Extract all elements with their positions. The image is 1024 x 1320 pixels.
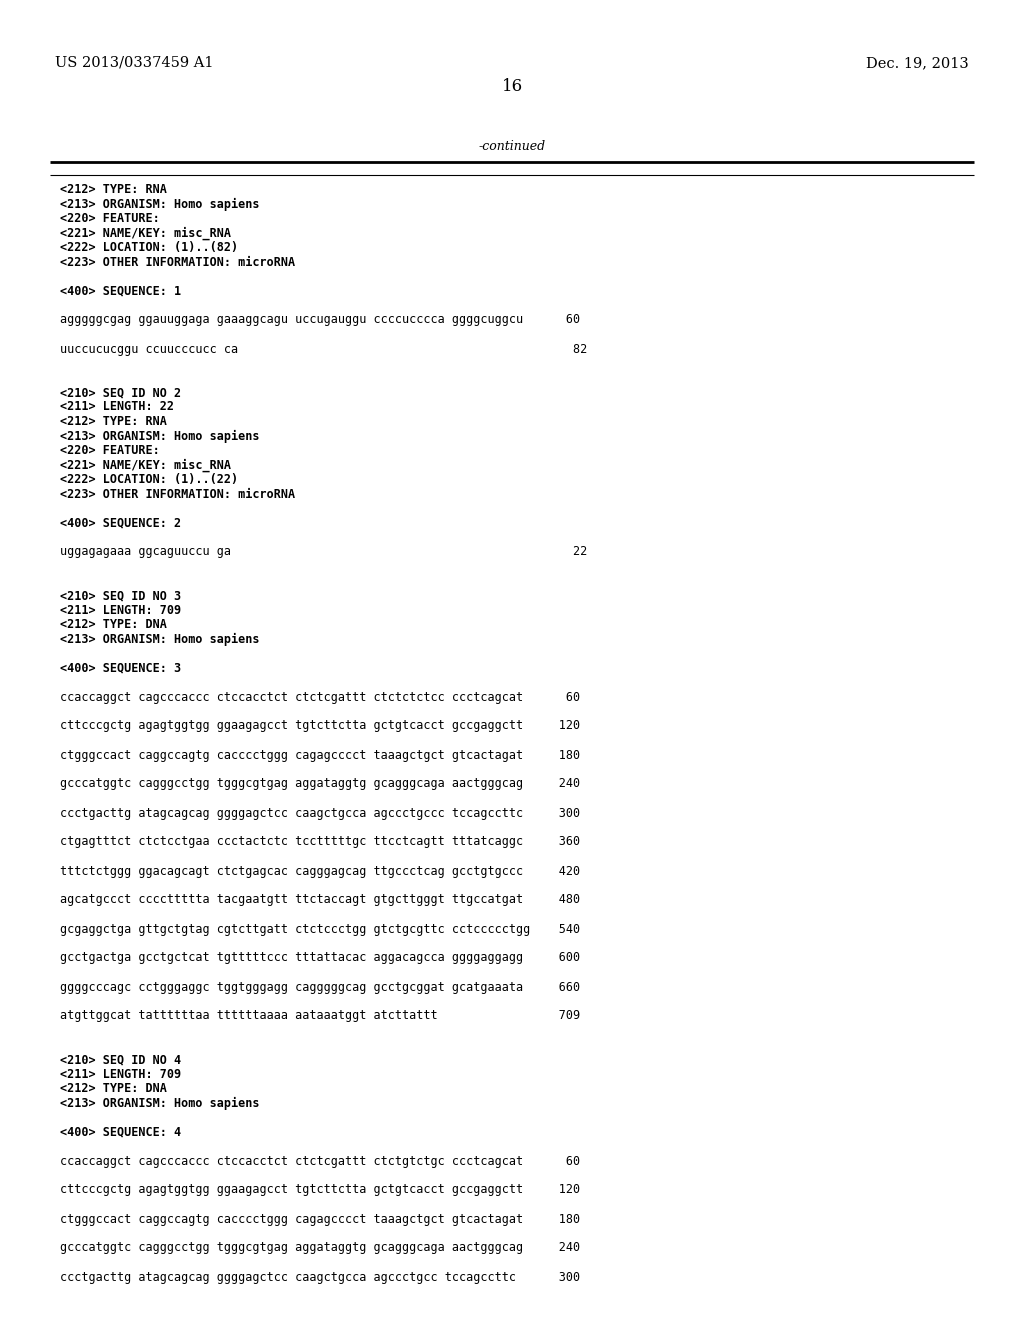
Text: atgttggcat tattttttaa ttttttaaaa aataaatggt atcttattt                 709: atgttggcat tattttttaa ttttttaaaa aataaat… xyxy=(60,1010,581,1023)
Text: ccaccaggct cagcccaccc ctccacctct ctctcgattt ctctgtctgc ccctcagcat      60: ccaccaggct cagcccaccc ctccacctct ctctcga… xyxy=(60,1155,581,1167)
Text: gcctgactga gcctgctcat tgtttttccc tttattacac aggacagcca ggggaggagg     600: gcctgactga gcctgctcat tgtttttccc tttatta… xyxy=(60,952,581,965)
Text: ctgggccact caggccagtg cacccctggg cagagcccct taaagctgct gtcactagat     180: ctgggccact caggccagtg cacccctggg cagagcc… xyxy=(60,1213,581,1225)
Text: ggggcccagc cctgggaggc tggtgggagg cagggggcag gcctgcggat gcatgaaata     660: ggggcccagc cctgggaggc tggtgggagg caggggg… xyxy=(60,981,581,994)
Text: uuccucucggu ccuucccucc ca                                               82: uuccucucggu ccuucccucc ca 82 xyxy=(60,342,587,355)
Text: <220> FEATURE:: <220> FEATURE: xyxy=(60,213,160,224)
Text: cttcccgctg agagtggtgg ggaagagcct tgtcttctta gctgtcacct gccgaggctt     120: cttcccgctg agagtggtgg ggaagagcct tgtcttc… xyxy=(60,719,581,733)
Text: ccctgacttg atagcagcag ggggagctcc caagctgcca agccctgccc tccagccttc     300: ccctgacttg atagcagcag ggggagctcc caagctg… xyxy=(60,807,581,820)
Text: uggagagaaa ggcaguuccu ga                                                22: uggagagaaa ggcaguuccu ga 22 xyxy=(60,545,587,558)
Text: -continued: -continued xyxy=(478,140,546,153)
Text: <212> TYPE: DNA: <212> TYPE: DNA xyxy=(60,1082,167,1096)
Text: <222> LOCATION: (1)..(82): <222> LOCATION: (1)..(82) xyxy=(60,242,239,253)
Text: <210> SEQ ID NO 4: <210> SEQ ID NO 4 xyxy=(60,1053,181,1067)
Text: <223> OTHER INFORMATION: microRNA: <223> OTHER INFORMATION: microRNA xyxy=(60,487,295,500)
Text: <220> FEATURE:: <220> FEATURE: xyxy=(60,444,160,457)
Text: ctgggccact caggccagtg cacccctggg cagagcccct taaagctgct gtcactagat     180: ctgggccact caggccagtg cacccctggg cagagcc… xyxy=(60,748,581,762)
Text: tttctctggg ggacagcagt ctctgagcac cagggagcag ttgccctcag gcctgtgccc     420: tttctctggg ggacagcagt ctctgagcac cagggag… xyxy=(60,865,581,878)
Text: <211> LENGTH: 22: <211> LENGTH: 22 xyxy=(60,400,174,413)
Text: US 2013/0337459 A1: US 2013/0337459 A1 xyxy=(55,55,213,70)
Text: gcgaggctga gttgctgtag cgtcttgatt ctctccctgg gtctgcgttc cctccccctgg    540: gcgaggctga gttgctgtag cgtcttgatt ctctccc… xyxy=(60,923,581,936)
Text: gcccatggtc cagggcctgg tgggcgtgag aggataggtg gcagggcaga aactgggcag     240: gcccatggtc cagggcctgg tgggcgtgag aggatag… xyxy=(60,777,581,791)
Text: <212> TYPE: DNA: <212> TYPE: DNA xyxy=(60,618,167,631)
Text: <221> NAME/KEY: misc_RNA: <221> NAME/KEY: misc_RNA xyxy=(60,458,231,473)
Text: Dec. 19, 2013: Dec. 19, 2013 xyxy=(866,55,969,70)
Text: agcatgccct ccccttttta tacgaatgtt ttctaccagt gtgcttgggt ttgccatgat     480: agcatgccct ccccttttta tacgaatgtt ttctacc… xyxy=(60,894,581,907)
Text: <400> SEQUENCE: 3: <400> SEQUENCE: 3 xyxy=(60,661,181,675)
Text: <210> SEQ ID NO 2: <210> SEQ ID NO 2 xyxy=(60,385,181,399)
Text: <211> LENGTH: 709: <211> LENGTH: 709 xyxy=(60,603,181,616)
Text: <212> TYPE: RNA: <212> TYPE: RNA xyxy=(60,183,167,195)
Text: agggggcgag ggauuggaga gaaaggcagu uccugauggu ccccucccca ggggcuggcu      60: agggggcgag ggauuggaga gaaaggcagu uccugau… xyxy=(60,314,581,326)
Text: <211> LENGTH: 709: <211> LENGTH: 709 xyxy=(60,1068,181,1081)
Text: <222> LOCATION: (1)..(22): <222> LOCATION: (1)..(22) xyxy=(60,473,239,486)
Text: gcccatggtc cagggcctgg tgggcgtgag aggataggtg gcagggcaga aactgggcag     240: gcccatggtc cagggcctgg tgggcgtgag aggatag… xyxy=(60,1242,581,1254)
Text: <223> OTHER INFORMATION: microRNA: <223> OTHER INFORMATION: microRNA xyxy=(60,256,295,268)
Text: <213> ORGANISM: Homo sapiens: <213> ORGANISM: Homo sapiens xyxy=(60,632,259,645)
Text: <400> SEQUENCE: 4: <400> SEQUENCE: 4 xyxy=(60,1126,181,1138)
Text: <212> TYPE: RNA: <212> TYPE: RNA xyxy=(60,414,167,428)
Text: ccaccaggct cagcccaccc ctccacctct ctctcgattt ctctctctcc ccctcagcat      60: ccaccaggct cagcccaccc ctccacctct ctctcga… xyxy=(60,690,581,704)
Text: ctgagtttct ctctcctgaa ccctactctc tcctttttgc ttcctcagtt tttatcaggc     360: ctgagtttct ctctcctgaa ccctactctc tcctttt… xyxy=(60,836,581,849)
Text: ccctgacttg atagcagcag ggggagctcc caagctgcca agccctgcc tccagccttc      300: ccctgacttg atagcagcag ggggagctcc caagctg… xyxy=(60,1270,581,1283)
Text: <213> ORGANISM: Homo sapiens: <213> ORGANISM: Homo sapiens xyxy=(60,429,259,442)
Text: <221> NAME/KEY: misc_RNA: <221> NAME/KEY: misc_RNA xyxy=(60,227,231,240)
Text: <213> ORGANISM: Homo sapiens: <213> ORGANISM: Homo sapiens xyxy=(60,1097,259,1110)
Text: 16: 16 xyxy=(502,78,522,95)
Text: <213> ORGANISM: Homo sapiens: <213> ORGANISM: Homo sapiens xyxy=(60,198,259,211)
Text: <210> SEQ ID NO 3: <210> SEQ ID NO 3 xyxy=(60,589,181,602)
Text: cttcccgctg agagtggtgg ggaagagcct tgtcttctta gctgtcacct gccgaggctt     120: cttcccgctg agagtggtgg ggaagagcct tgtcttc… xyxy=(60,1184,581,1196)
Text: <400> SEQUENCE: 1: <400> SEQUENCE: 1 xyxy=(60,285,181,297)
Text: <400> SEQUENCE: 2: <400> SEQUENCE: 2 xyxy=(60,516,181,529)
